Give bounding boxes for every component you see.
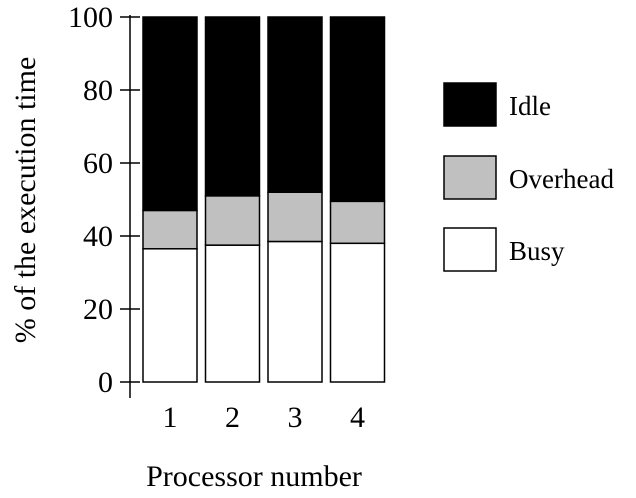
legend-label-busy: Busy [509, 236, 565, 266]
bar-4-busy [329, 242, 386, 383]
bar-1-idle [142, 16, 198, 212]
bars-group [142, 16, 386, 383]
x-tick-label-2: 2 [225, 401, 240, 434]
x-tick-label-1: 1 [163, 401, 178, 434]
bar-4-idle [329, 16, 386, 203]
y-tick-label-40: 40 [83, 220, 113, 253]
x-axis-title: Processor number [146, 460, 362, 493]
legend-swatch-overhead [443, 155, 497, 200]
x-tick-label-4: 4 [350, 401, 365, 434]
y-tick-label-80: 80 [83, 74, 113, 107]
legend-label-idle: Idle [509, 91, 551, 121]
bar-1-overhead [142, 209, 198, 250]
bar-2-overhead [204, 195, 261, 246]
bar-2-idle [204, 16, 261, 197]
bar-1-busy [142, 248, 198, 383]
legend-swatch-idle [443, 82, 497, 127]
y-tick-label-20: 20 [83, 293, 113, 326]
bar-2-busy [204, 244, 261, 383]
bar-3-overhead [267, 191, 323, 243]
y-tick-label-0: 0 [98, 366, 113, 399]
y-tick-label-100: 100 [68, 1, 113, 34]
x-tick-label-3: 3 [288, 401, 303, 434]
legend-swatch-busy [443, 227, 497, 272]
y-axis-title: % of the execution time [9, 57, 42, 344]
bar-3-idle [267, 16, 323, 193]
y-tick-label-60: 60 [83, 147, 113, 180]
legend: Idle Overhead Busy [443, 82, 614, 272]
bar-3-busy [267, 240, 323, 383]
legend-label-overhead: Overhead [509, 164, 614, 194]
bar-4-overhead [329, 200, 386, 245]
